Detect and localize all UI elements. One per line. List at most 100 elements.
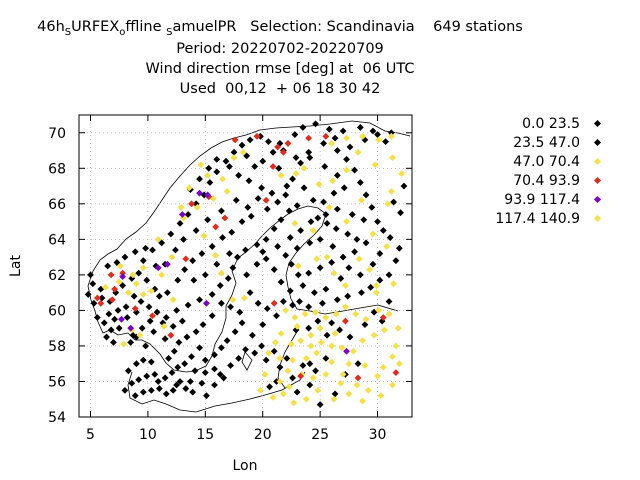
data-point [121,386,129,394]
data-point [217,207,225,215]
header-prefix: 46h [37,19,65,35]
data-point [263,205,271,213]
data-point [343,134,350,142]
data-point [103,333,110,341]
data-point [297,227,305,234]
data-point [361,362,369,369]
data-point [229,296,237,304]
data-point [283,182,291,190]
data-point [316,235,324,243]
data-point [120,340,128,348]
data-point [226,163,233,170]
data-point [360,216,368,224]
data-point [90,299,98,307]
data-point [314,386,322,394]
data-point [168,253,176,261]
data-point [329,177,337,185]
data-point [362,239,370,247]
data-point [204,172,212,179]
data-point [269,394,277,401]
data-point [197,161,205,169]
data-point [305,148,313,156]
data-point [261,370,269,378]
data-point [114,307,122,314]
chart-header-line-1: 46hSURFEXoffline SamuelPR Selection: Sca… [0,17,560,39]
data-point [129,331,137,339]
data-point [219,234,226,241]
data-point [226,250,233,257]
data-point [158,271,166,279]
data-point [147,287,155,295]
data-point [216,370,224,378]
data-point [291,219,299,227]
data-point [309,374,317,382]
data-point [93,294,101,302]
data-point [227,362,234,369]
y-tick-label: 62 [48,268,66,284]
data-point [316,264,324,272]
data-point [84,291,92,298]
data-point [265,349,272,357]
data-point [204,191,212,199]
data-point [147,386,155,394]
data-point [376,250,384,257]
data-point [188,200,195,208]
data-point [188,353,195,360]
data-point [259,248,267,256]
data-point [174,276,182,284]
data-point [286,234,294,241]
data-point [265,138,272,146]
data-point [167,230,175,238]
data-point [155,385,163,392]
data-point [354,360,362,368]
data-point [390,198,398,206]
data-point [181,266,189,273]
data-point [346,333,354,341]
data-point [205,164,213,172]
data-point [323,253,331,261]
data-point [169,296,177,304]
data-point [352,310,360,318]
data-point [113,259,121,266]
data-point [230,148,238,156]
data-point [328,319,336,327]
legend-marker [593,157,602,166]
data-point [276,378,284,385]
legend-label: 117.4 140.9 [495,211,580,227]
y-tick-label: 68 [48,161,66,177]
data-point [208,312,216,320]
header-text: amuelPR Selection: Scandinavia 649 stati… [172,19,523,35]
data-point [288,260,295,268]
data-point [98,294,106,302]
data-point [143,276,151,284]
data-point [203,299,210,307]
data-point [269,148,277,156]
data-point [223,337,231,345]
data-point [259,157,267,165]
data-point [196,296,203,304]
data-point [180,235,187,243]
data-point [384,200,392,208]
data-point [398,170,406,178]
data-point [389,381,396,389]
data-point [231,136,239,144]
data-point [131,305,139,313]
data-point [338,344,346,352]
data-point [127,338,135,346]
data-point [229,264,237,272]
data-point [293,323,301,330]
data-point [165,354,172,362]
data-point [133,308,140,316]
x-tick-label: 30 [369,427,387,443]
data-point [369,127,377,135]
coastline-denmark-germany [127,371,306,413]
data-point [268,189,276,197]
legend-entry: 47.0 70.4 [440,153,610,172]
data-point [107,326,115,334]
data-point [176,219,184,227]
data-point [161,335,169,343]
data-point [175,338,183,346]
data-point [154,264,162,272]
data-point [291,314,299,321]
data-point [100,319,108,327]
